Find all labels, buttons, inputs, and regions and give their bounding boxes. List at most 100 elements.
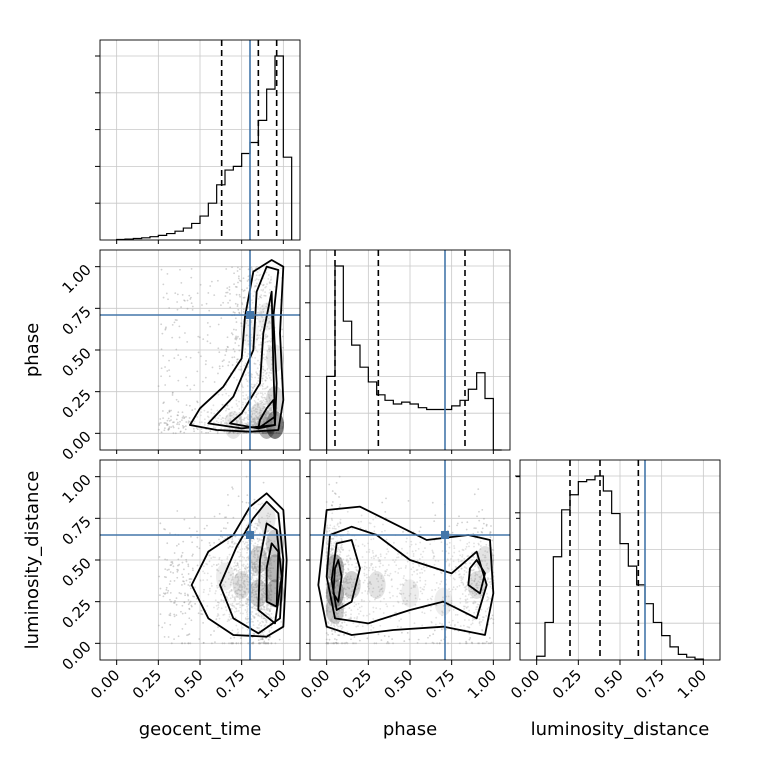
sample-point bbox=[468, 632, 471, 635]
y-axis-label-luminosity_distance: luminosity_distance bbox=[22, 471, 43, 650]
sample-point bbox=[245, 422, 248, 425]
x-tick-label-geocent_time-0: 0.00 bbox=[87, 666, 123, 702]
sample-point bbox=[242, 277, 245, 280]
sample-point bbox=[386, 642, 388, 645]
x-tick-label-geocent_time-3: 0.75 bbox=[212, 666, 248, 702]
sample-point bbox=[246, 380, 249, 383]
sample-point bbox=[268, 281, 271, 284]
sample-point bbox=[185, 404, 188, 407]
sample-point bbox=[198, 547, 201, 550]
sample-point bbox=[166, 424, 168, 427]
sample-point bbox=[174, 319, 177, 321]
sample-point bbox=[181, 424, 184, 427]
sample-point bbox=[183, 431, 186, 434]
sample-point bbox=[261, 326, 263, 328]
sample-point bbox=[253, 432, 256, 435]
sample-point bbox=[255, 393, 258, 396]
sample-point bbox=[173, 580, 176, 582]
sample-point bbox=[245, 322, 248, 325]
sample-point bbox=[225, 291, 228, 294]
sample-point bbox=[199, 414, 202, 417]
sample-point bbox=[217, 626, 219, 629]
sample-point bbox=[216, 279, 219, 282]
sample-point bbox=[167, 636, 170, 638]
sample-point bbox=[261, 422, 264, 425]
sample-point bbox=[162, 402, 165, 405]
sample-point bbox=[270, 359, 273, 361]
sample-point bbox=[180, 592, 182, 595]
sample-point bbox=[231, 642, 234, 645]
sample-point bbox=[253, 498, 256, 501]
sample-point bbox=[270, 642, 273, 645]
sample-point bbox=[243, 432, 245, 435]
sample-point bbox=[169, 532, 171, 535]
sample-point bbox=[201, 304, 203, 306]
panel-geocent_time-phase bbox=[99, 249, 301, 451]
sample-point bbox=[256, 403, 259, 406]
sample-point bbox=[375, 642, 378, 645]
sample-point bbox=[243, 417, 246, 420]
sample-point bbox=[182, 580, 184, 583]
sample-point bbox=[191, 567, 194, 570]
sample-point bbox=[358, 639, 361, 642]
sample-point bbox=[483, 517, 485, 520]
sample-point bbox=[168, 426, 171, 428]
sample-point bbox=[241, 418, 243, 421]
sample-point bbox=[202, 338, 205, 341]
sample-point bbox=[238, 368, 240, 371]
x-tick-label-phase-2: 0.50 bbox=[380, 666, 416, 702]
sample-point bbox=[191, 305, 194, 308]
sample-point bbox=[173, 321, 176, 324]
sample-point bbox=[265, 411, 268, 414]
sample-point bbox=[331, 490, 334, 492]
sample-point bbox=[185, 415, 187, 418]
x-tick-label-luminosity_distance-3: 0.75 bbox=[632, 666, 668, 702]
sample-point bbox=[230, 642, 232, 645]
sample-point bbox=[179, 420, 181, 423]
sample-point bbox=[407, 499, 410, 502]
sample-point bbox=[162, 417, 165, 420]
sample-point bbox=[263, 432, 266, 435]
sample-point bbox=[244, 348, 247, 350]
sample-point bbox=[262, 365, 264, 368]
sample-point bbox=[190, 276, 193, 279]
sample-point bbox=[257, 307, 260, 310]
sample-point bbox=[261, 396, 264, 399]
sample-point bbox=[257, 415, 260, 418]
sample-point bbox=[261, 367, 264, 370]
sample-point bbox=[471, 642, 474, 645]
sample-point bbox=[182, 540, 185, 543]
sample-point bbox=[253, 290, 256, 293]
sample-point bbox=[489, 642, 492, 645]
sample-point bbox=[266, 350, 269, 352]
sample-point bbox=[244, 422, 246, 425]
sample-point bbox=[205, 360, 207, 362]
sample-point bbox=[213, 412, 216, 415]
sample-point bbox=[237, 495, 240, 498]
sample-point bbox=[256, 423, 258, 426]
sample-point bbox=[190, 619, 193, 622]
sample-point bbox=[268, 636, 271, 638]
sample-point bbox=[247, 429, 250, 431]
sample-point bbox=[236, 358, 239, 361]
sample-point bbox=[236, 303, 239, 306]
sample-point bbox=[366, 637, 369, 640]
sample-point bbox=[177, 411, 180, 414]
sample-point bbox=[254, 363, 257, 365]
sample-point bbox=[253, 412, 256, 415]
sample-point bbox=[473, 527, 476, 529]
sample-point bbox=[159, 587, 162, 590]
sample-point bbox=[264, 337, 267, 339]
sample-point bbox=[257, 337, 260, 339]
sample-point bbox=[236, 432, 239, 435]
sample-point bbox=[169, 612, 172, 615]
sample-point bbox=[191, 308, 194, 311]
sample-point bbox=[254, 421, 257, 424]
sample-point bbox=[245, 334, 248, 337]
sample-point bbox=[240, 383, 243, 386]
sample-point bbox=[183, 601, 186, 604]
sample-point bbox=[207, 411, 210, 413]
sample-point bbox=[199, 283, 202, 286]
sample-point bbox=[257, 639, 260, 642]
sample-point bbox=[482, 642, 484, 645]
